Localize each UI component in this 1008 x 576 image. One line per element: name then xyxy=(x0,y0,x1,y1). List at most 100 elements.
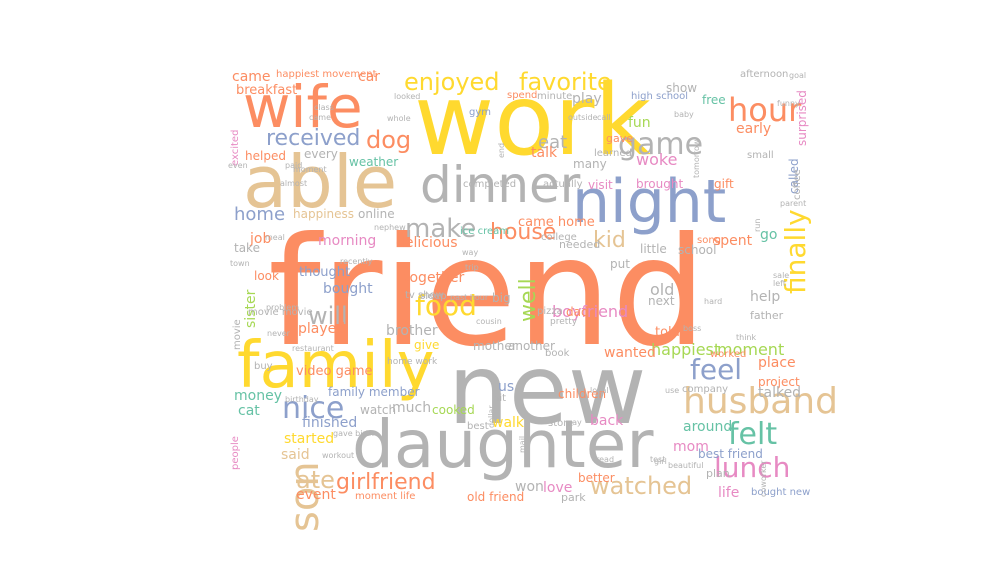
word-actually: actually xyxy=(543,179,583,190)
word-hard: hard xyxy=(704,297,723,306)
word-even: even xyxy=(228,161,248,170)
word-brother: brother xyxy=(386,323,438,339)
word-will: will xyxy=(308,302,348,330)
word-dinner: dinner xyxy=(420,156,581,214)
word-video-game: video game xyxy=(296,364,373,379)
word-college: college xyxy=(541,232,577,243)
word-back: back xyxy=(590,413,624,429)
word-online: online xyxy=(358,207,395,221)
word-worked: worked xyxy=(710,349,747,360)
word-test: test xyxy=(650,455,666,464)
word-cat: cat xyxy=(238,403,260,419)
word-woke: woke xyxy=(636,150,678,169)
word-hour: hour xyxy=(728,91,802,129)
word-every: every xyxy=(304,147,338,161)
word-came-home: came home xyxy=(518,215,595,230)
word-tomorrow: tomorrow xyxy=(692,139,701,178)
word-completed: completed xyxy=(463,179,517,190)
word-mother: mother xyxy=(473,339,517,353)
word-food: food xyxy=(415,289,477,322)
word-bought-new: bought new xyxy=(751,487,811,498)
word-another: another xyxy=(508,339,555,353)
word-look: look xyxy=(254,269,279,283)
word-whole: whole xyxy=(387,114,411,123)
word-came: came xyxy=(232,69,271,85)
word-delicious: delicious xyxy=(396,235,458,251)
word-girlfriend: girlfriend xyxy=(336,470,436,495)
word-recently: recently xyxy=(340,257,373,266)
word-beautiful: beautiful xyxy=(668,461,704,470)
word-tv-show: tv show xyxy=(405,290,444,301)
word-people: people xyxy=(230,436,241,470)
word-afternoon: afternoon xyxy=(740,69,789,80)
word-learned: learned xyxy=(594,148,632,159)
word-outside: outside xyxy=(568,113,598,122)
word-movie: movie xyxy=(232,319,243,350)
word-show: show xyxy=(666,81,698,95)
word-plan: plan xyxy=(706,467,730,480)
word-way: way xyxy=(462,248,479,257)
word-received: received xyxy=(266,126,361,151)
word-morning: morning xyxy=(318,233,377,249)
word-place: place xyxy=(758,355,796,371)
word-hit: hit xyxy=(493,393,507,404)
word-fun: fun xyxy=(628,115,651,131)
word-nice: nice xyxy=(282,391,345,426)
word-love: love xyxy=(543,480,573,496)
word-eat: eat xyxy=(538,132,568,153)
word-pretty: pretty xyxy=(550,317,578,327)
word-play: play xyxy=(572,91,602,107)
word-game: game xyxy=(618,127,704,162)
word-father: father xyxy=(750,309,784,322)
word-family: family xyxy=(237,329,435,403)
word-lunch: lunch xyxy=(714,451,791,484)
word-dog: dog xyxy=(366,126,412,154)
word-song: song xyxy=(697,235,722,246)
word-project: project xyxy=(758,375,800,389)
word-bought: bought xyxy=(323,281,373,297)
word-came: came xyxy=(309,113,332,122)
word-girl: girl xyxy=(654,457,667,466)
word-workout: workout xyxy=(322,451,355,460)
word-big: big xyxy=(492,291,511,305)
word-breakfast: breakfast xyxy=(236,83,298,98)
word-home-work: home work xyxy=(387,357,438,367)
word-played: played xyxy=(298,321,346,337)
word-almost: almost xyxy=(280,179,308,188)
word-funny: funny xyxy=(777,99,800,108)
word-money: money xyxy=(234,388,282,404)
word-helped: helped xyxy=(245,149,286,163)
word-buy: buy xyxy=(254,361,273,372)
word-talked: talked xyxy=(758,385,802,401)
word-dad: dad xyxy=(566,305,589,319)
word-moment: moment xyxy=(717,340,785,359)
word-wife: wife xyxy=(243,73,363,141)
word-store: store xyxy=(548,418,574,429)
word-pay: pay xyxy=(567,418,582,427)
word-give: give xyxy=(414,338,440,352)
word-gift: gift xyxy=(714,177,734,191)
word-won: won xyxy=(515,479,544,495)
word-much: much xyxy=(392,400,432,416)
word-town: town xyxy=(230,259,250,268)
word-paid: paid xyxy=(285,161,303,170)
word-think: think xyxy=(736,333,757,342)
word-best: best xyxy=(467,421,489,432)
word-call: call xyxy=(597,113,611,122)
word-thought: thought xyxy=(299,265,351,280)
word-feel: feel xyxy=(690,353,743,386)
word-able: able xyxy=(243,140,398,224)
word-run: run xyxy=(753,218,762,232)
word-best-friend: best friend xyxy=(698,447,763,461)
word-finally: finally xyxy=(779,209,812,294)
word-nephew: nephew xyxy=(374,223,406,232)
word-needed: needed xyxy=(559,238,601,251)
word-spent: spent xyxy=(713,233,753,249)
word-family-member: family member xyxy=(328,385,420,399)
word-spend: spend xyxy=(507,90,538,101)
word-finished: finished xyxy=(302,415,358,431)
word-read: read xyxy=(596,455,615,464)
word-class: class xyxy=(314,103,334,112)
word-brought: brought xyxy=(636,177,684,191)
word-parent: parent xyxy=(780,199,807,208)
